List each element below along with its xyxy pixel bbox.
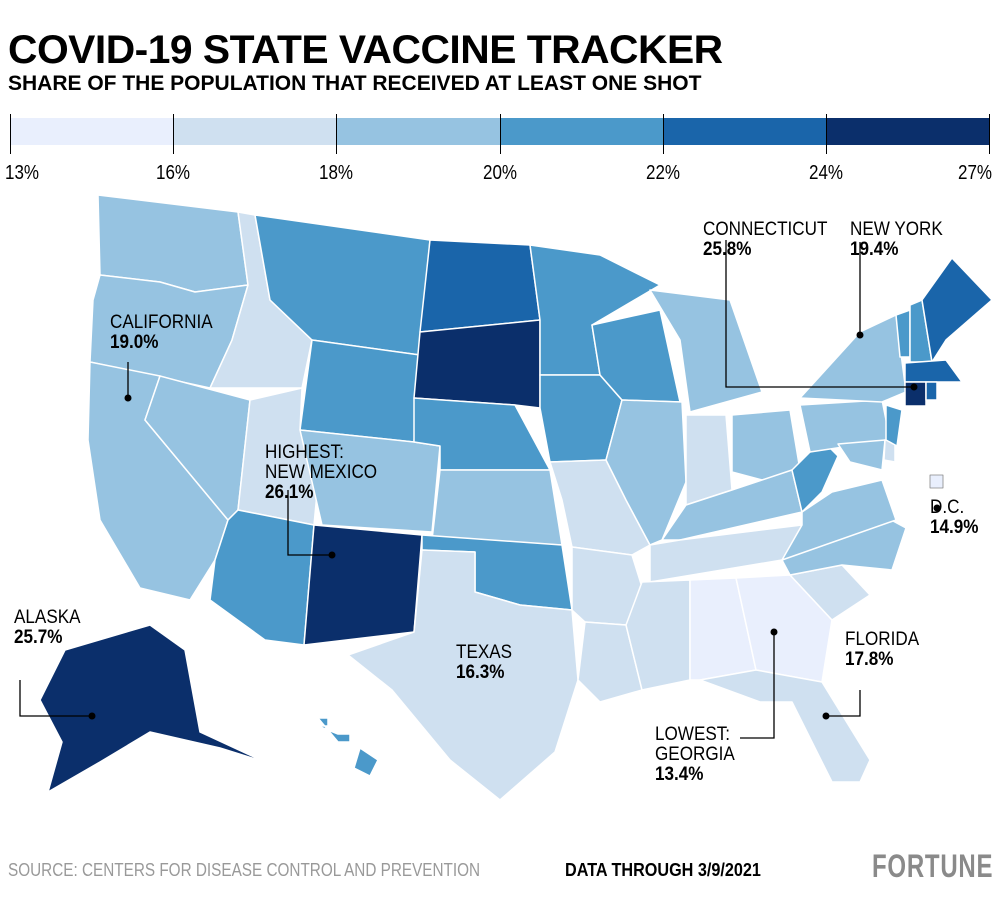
legend-tick-label: 20% (482, 162, 517, 184)
label-new-york: NEW YORK 19.4% (850, 219, 943, 260)
label-dc: D.C. 14.9% (930, 497, 979, 538)
label-texas: TEXAS 16.3% (456, 642, 513, 683)
legend-tick (989, 114, 990, 154)
state-va (781, 479, 897, 561)
state-co (299, 429, 441, 533)
state-il (605, 399, 687, 546)
state-hi-islands (317, 717, 351, 743)
label-california: CALIFORNIA 19.0% (110, 312, 213, 353)
leader-dots (88, 331, 941, 720)
state-mi (649, 289, 763, 413)
data-date: DATA THROUGH 3/9/2021 (565, 860, 761, 880)
leader-lines (19, 240, 914, 739)
state-ma (904, 359, 963, 383)
state-tx (347, 549, 579, 801)
legend-tick (336, 114, 338, 154)
legend-tick (499, 114, 501, 154)
source-note: SOURCE: CENTERS FOR DISEASE CONTROL AND … (8, 860, 481, 880)
state-la (577, 621, 643, 703)
state-ga (735, 574, 833, 683)
label-highest-new-mexico: HIGHEST: NEW MEXICO 26.1% (265, 442, 378, 503)
label-alaska: ALASKA 25.7% (14, 607, 81, 648)
state-ak (39, 624, 266, 793)
chart-subtitle: SHARE OF THE POPULATION THAT RECEIVED AT… (8, 72, 702, 95)
label-lowest-georgia: LOWEST: GEORGIA 13.4% (655, 724, 735, 785)
state-nj (885, 404, 903, 447)
legend-tick-label: 13% (4, 162, 40, 184)
label-florida: FLORIDA 17.8% (845, 629, 920, 670)
legend-tick (10, 114, 11, 154)
color-legend (10, 118, 990, 145)
legend-bin-2 (336, 118, 500, 145)
dc-marker (929, 474, 944, 489)
chart-title: COVID-19 STATE VACCINE TRACKER (8, 28, 723, 72)
state-ri (925, 381, 938, 401)
state-oh (731, 409, 801, 481)
state-az (209, 509, 315, 646)
legend-tick-label: 16% (156, 162, 191, 184)
state-me (921, 257, 993, 363)
legend-tick (825, 114, 827, 154)
state-md (837, 439, 886, 471)
state-ms (625, 579, 691, 691)
legend-bin-4 (662, 118, 826, 145)
legend-bin-3 (499, 118, 663, 145)
legend-bin-0 (10, 118, 174, 145)
legend-tick (662, 114, 664, 154)
state-hi (353, 747, 379, 777)
state-nm (303, 524, 423, 646)
label-connecticut: CONNECTICUT 25.8% (703, 219, 828, 260)
state-ny (799, 314, 907, 403)
legend-tick-label: 22% (645, 162, 680, 184)
state-fl (699, 669, 871, 783)
state-wy (299, 339, 421, 443)
state-ct (904, 381, 927, 407)
state-ks (431, 469, 563, 546)
legend-bin-1 (173, 118, 337, 145)
legend-bin-5 (825, 118, 990, 145)
legend-tick-label: 24% (808, 162, 843, 184)
state-nd (419, 239, 541, 333)
state-sd (413, 319, 541, 409)
state-ky (661, 469, 803, 541)
legend-tick-label: 18% (319, 162, 354, 184)
legend-tick-label: 27% (957, 162, 993, 184)
fortune-logo: FORTUNE (872, 848, 994, 884)
legend-tick (173, 114, 175, 154)
